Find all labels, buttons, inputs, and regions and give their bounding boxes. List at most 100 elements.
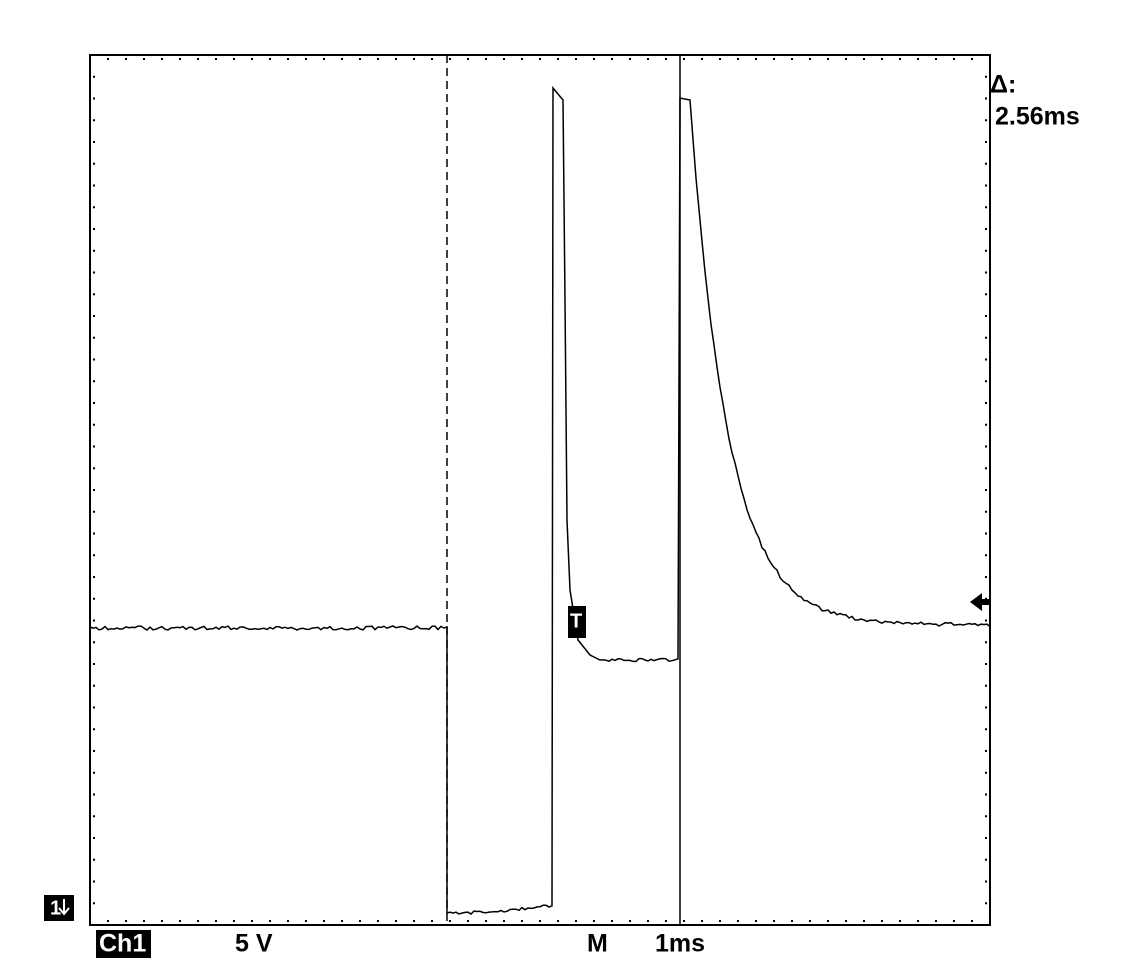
tick-dot <box>719 58 721 60</box>
tick-dot <box>413 920 415 922</box>
tick-dot <box>93 467 95 470</box>
tick-dot <box>161 58 163 60</box>
tick-dot <box>629 920 631 922</box>
tick-dot <box>93 184 95 187</box>
tick-dot <box>881 58 883 60</box>
tick-dot <box>953 920 955 922</box>
tick-dot <box>215 58 217 60</box>
tick-dot <box>305 920 307 922</box>
tick-dot <box>827 58 829 60</box>
tick-dot <box>93 119 95 122</box>
tick-dot <box>107 58 109 60</box>
tick-dot <box>143 58 145 60</box>
channel-box <box>96 930 151 958</box>
trigger-marker: T <box>570 610 582 632</box>
tick-dot <box>323 58 325 60</box>
tick-dot <box>179 58 181 60</box>
tick-dot <box>971 58 973 60</box>
tick-dot <box>773 920 775 922</box>
tick-dot <box>985 97 987 100</box>
tick-dot <box>647 58 649 60</box>
tick-dot <box>845 58 847 60</box>
tick-dot <box>719 920 721 922</box>
tick-dot <box>985 54 987 56</box>
tick-dot <box>503 920 505 922</box>
tick-dot <box>93 815 95 818</box>
tick-dot <box>89 58 91 60</box>
volts-per-div: 5 V <box>235 930 273 958</box>
tick-dot <box>917 920 919 922</box>
tick-dot <box>809 58 811 60</box>
tick-dot <box>485 58 487 60</box>
graticule-ticks <box>89 54 991 926</box>
tick-dot <box>93 641 95 644</box>
tick-dot <box>179 920 181 922</box>
tick-dot <box>985 771 987 774</box>
tick-dot <box>467 58 469 60</box>
tick-dot <box>557 58 559 60</box>
tick-dot <box>93 315 95 317</box>
tick-dot <box>985 858 987 861</box>
tick-dot <box>953 58 955 60</box>
tick-dot <box>737 58 739 60</box>
tick-dot <box>143 920 145 922</box>
tick-dot <box>985 445 987 448</box>
tick-dot <box>269 58 271 60</box>
tick-dot <box>611 58 613 60</box>
tick-dot <box>521 920 523 922</box>
tick-dot <box>197 58 199 60</box>
tick-dot <box>985 184 987 187</box>
tick-dot <box>93 728 95 731</box>
tick-dot <box>985 162 987 165</box>
tick-dot <box>683 58 685 60</box>
tick-dot <box>985 423 987 426</box>
tick-dot <box>899 920 901 922</box>
trigger-box <box>568 606 586 638</box>
tick-dot <box>395 920 397 922</box>
tick-dot <box>899 58 901 60</box>
tick-dot <box>985 728 987 731</box>
tick-dot <box>449 920 451 922</box>
tick-dot <box>985 554 987 557</box>
tick-dot <box>845 920 847 922</box>
tick-dot <box>395 58 397 60</box>
tick-dot <box>413 58 415 60</box>
tick-dot <box>359 920 361 922</box>
tick-dot <box>93 358 95 361</box>
tick-dot <box>701 920 703 922</box>
tick-dot <box>665 58 667 60</box>
tick-dot <box>683 920 685 922</box>
tick-dot <box>985 619 987 622</box>
tick-dot <box>971 920 973 922</box>
tick-dot <box>485 920 487 922</box>
tick-dot <box>985 750 987 752</box>
tick-dot <box>985 815 987 818</box>
tick-dot <box>611 920 613 922</box>
tick-dot <box>341 920 343 922</box>
tick-dot <box>791 920 793 922</box>
tick-dot <box>93 336 95 339</box>
tick-dot <box>93 97 95 100</box>
tick-dot <box>985 510 987 513</box>
tick-dot <box>985 141 987 143</box>
tick-dot <box>93 793 95 796</box>
tick-dot <box>359 58 361 60</box>
tick-dot <box>93 271 95 274</box>
tick-dot <box>93 597 95 600</box>
tick-dot <box>985 271 987 274</box>
tick-dot <box>985 880 987 883</box>
tick-dot <box>629 58 631 60</box>
tick-dot <box>93 706 95 709</box>
tick-dot <box>93 837 95 839</box>
tick-dot <box>755 58 757 60</box>
tick-dot <box>935 920 937 922</box>
tick-dot <box>521 58 523 60</box>
tick-dot <box>93 228 95 230</box>
time-per-div: 1ms <box>655 930 705 958</box>
tick-dot <box>985 249 987 252</box>
tick-dot <box>791 58 793 60</box>
waveform <box>89 85 991 915</box>
tick-dot <box>985 228 987 230</box>
tick-dot <box>93 902 95 905</box>
